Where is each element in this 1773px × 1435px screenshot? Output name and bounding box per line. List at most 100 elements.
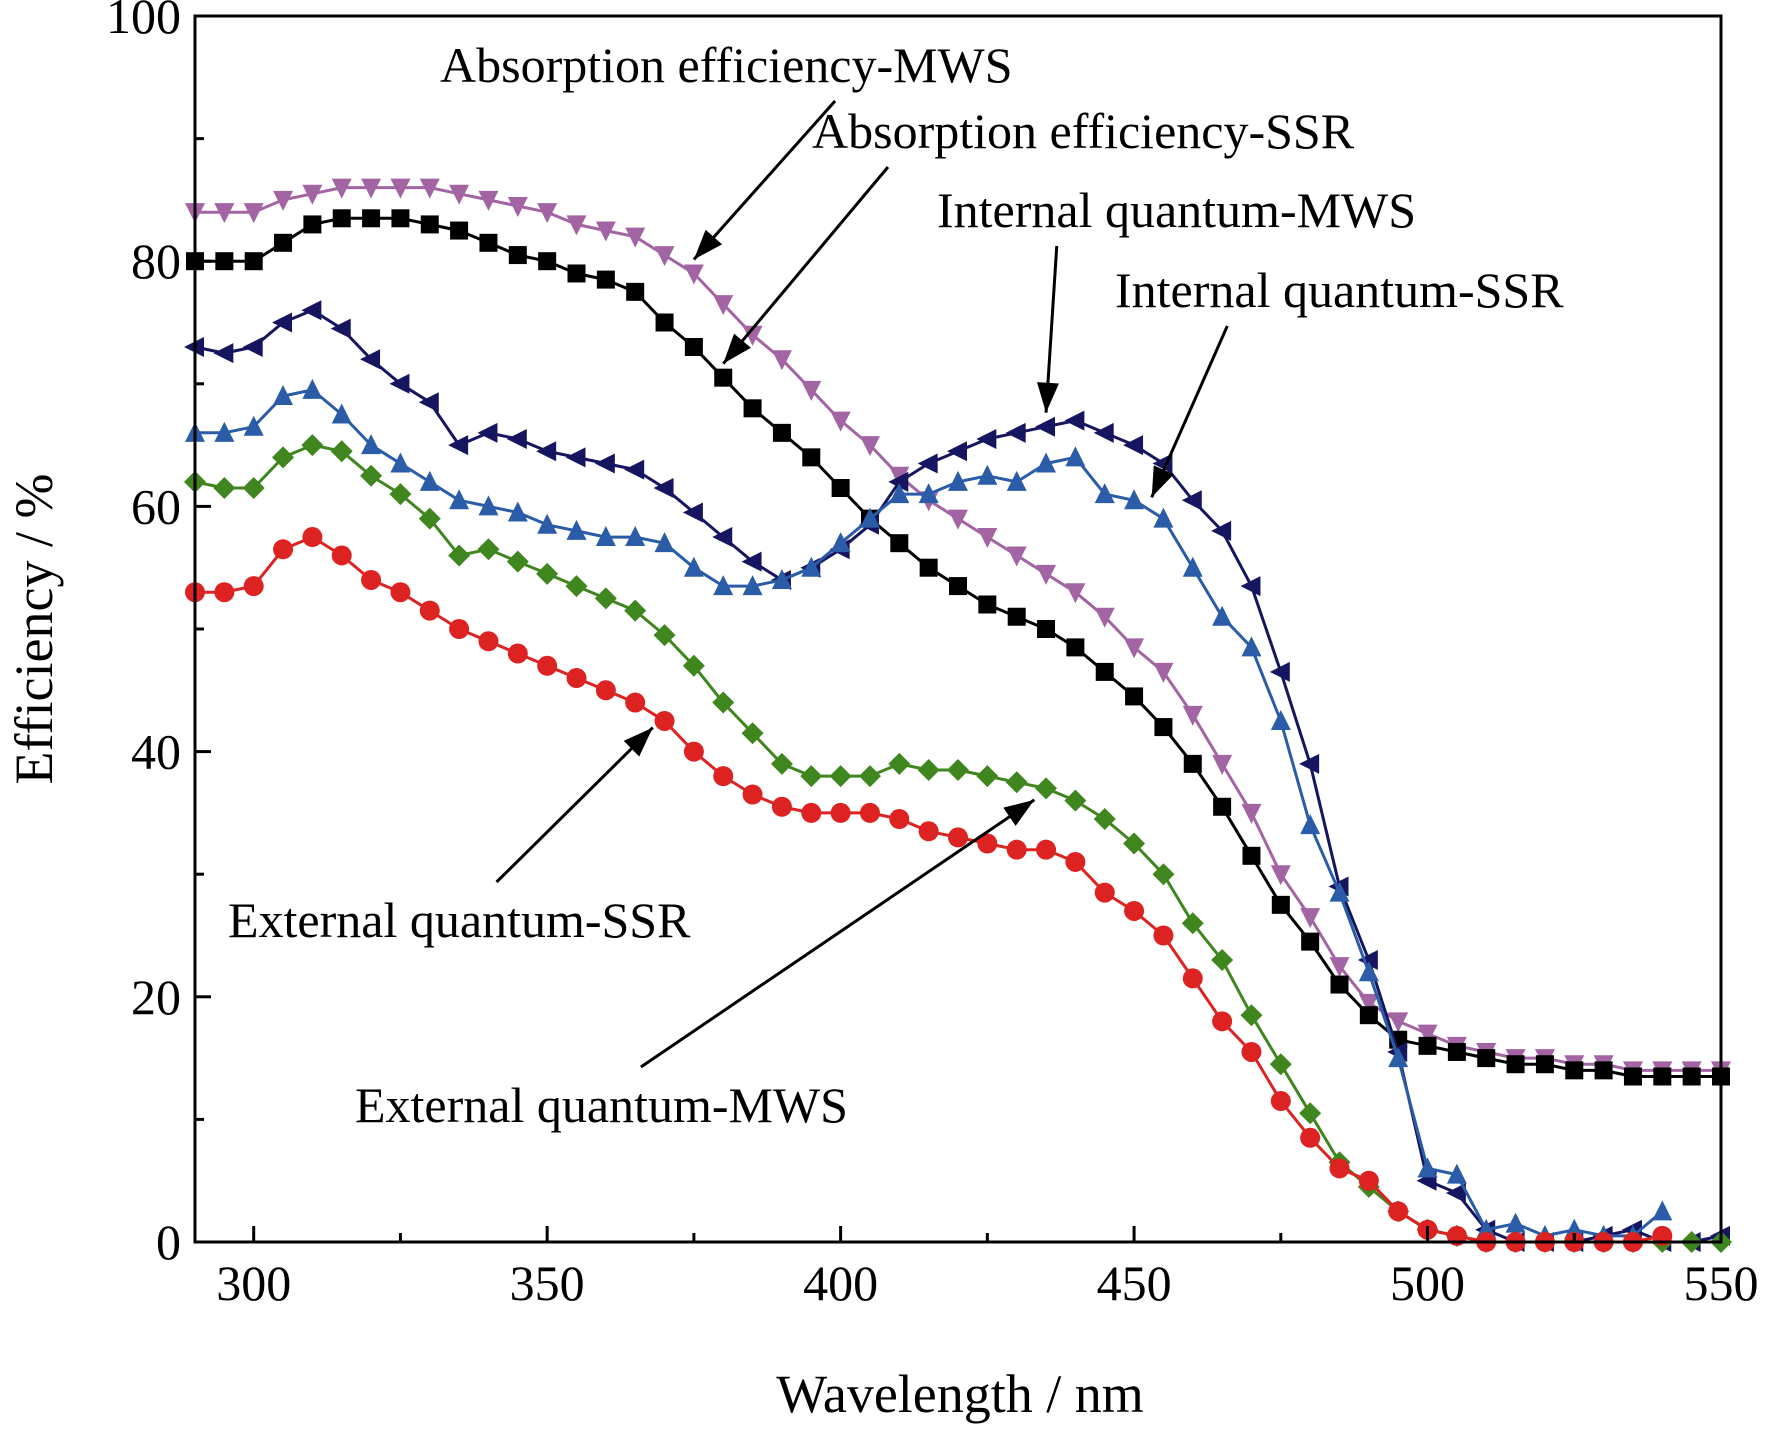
data-point	[1329, 957, 1350, 978]
data-point	[1124, 638, 1145, 659]
annotation-absorption-mws: Absorption efficiency-MWS	[440, 37, 1013, 93]
data-point	[1269, 1053, 1292, 1076]
data-point	[948, 827, 968, 848]
data-point	[390, 178, 411, 199]
y-tick-label: 60	[131, 478, 181, 534]
data-point	[771, 350, 792, 371]
data-point	[301, 434, 324, 457]
data-point	[301, 300, 322, 321]
data-point	[360, 464, 383, 487]
data-point	[1271, 895, 1290, 914]
data-point	[1445, 1182, 1466, 1203]
data-point	[477, 422, 498, 443]
x-tick-label: 450	[1097, 1255, 1172, 1311]
data-point	[1182, 556, 1203, 577]
data-point	[1299, 753, 1320, 774]
data-point	[1037, 620, 1056, 638]
data-point	[1388, 1047, 1409, 1068]
data-point	[859, 802, 880, 823]
data-point	[1183, 754, 1202, 773]
data-point	[390, 582, 411, 603]
data-point	[743, 399, 762, 418]
axis-ticks: 300 350 400 450 500 550 0 20 40 60 80 100	[106, 0, 1759, 1311]
data-point	[595, 526, 616, 547]
annotation-arrow-head	[723, 333, 751, 364]
data-point	[1358, 993, 1379, 1014]
data-point	[243, 576, 264, 597]
data-point	[565, 575, 588, 598]
data-point	[507, 197, 528, 218]
data-point	[1388, 1201, 1409, 1222]
data-point	[1505, 1212, 1526, 1233]
annotation-arrow-head	[1151, 465, 1174, 498]
x-tick-label: 300	[216, 1255, 291, 1311]
data-point	[1006, 839, 1027, 860]
data-point	[449, 184, 470, 205]
data-point	[450, 221, 469, 240]
data-point	[714, 368, 733, 387]
annotation-internal-mws: Internal quantum-MWS	[937, 182, 1416, 238]
data-point	[565, 447, 586, 468]
y-tick-label: 80	[131, 233, 181, 289]
data-point	[243, 415, 264, 436]
data-point	[596, 270, 615, 289]
data-point	[419, 470, 440, 491]
data-point	[770, 752, 793, 775]
data-point	[1241, 1041, 1262, 1062]
data-point	[595, 680, 616, 701]
annotation-arrow-head	[693, 229, 723, 260]
data-point	[626, 282, 645, 301]
annotation-external-ssr: External quantum-SSR	[228, 892, 691, 948]
data-point	[420, 215, 439, 234]
data-point	[1269, 661, 1290, 682]
data-point	[1123, 435, 1144, 456]
data-point	[1094, 483, 1115, 504]
data-point	[1066, 638, 1085, 657]
data-point	[1623, 1067, 1642, 1086]
data-point	[801, 802, 822, 823]
data-point	[1182, 968, 1203, 989]
data-point	[1005, 422, 1026, 443]
data-point	[653, 624, 676, 647]
data-point	[360, 349, 381, 370]
data-point	[1036, 452, 1057, 473]
data-point	[567, 264, 586, 283]
data-point	[361, 178, 382, 199]
data-point	[1181, 490, 1202, 511]
data-point	[213, 477, 236, 500]
annotation-texts: Absorption efficiency-MWS Absorption eff…	[228, 37, 1564, 1133]
data-point	[361, 569, 382, 590]
data-point	[330, 440, 353, 463]
data-point	[594, 453, 615, 474]
data-point	[214, 582, 235, 603]
data-point	[1477, 1049, 1496, 1068]
data-point	[478, 495, 499, 516]
data-point	[1682, 1067, 1701, 1086]
data-point	[948, 509, 968, 530]
data-point	[830, 411, 851, 432]
data-point	[977, 833, 998, 854]
annotation-arrow-shaft	[640, 798, 1036, 1069]
data-point	[419, 178, 440, 199]
data-point	[830, 532, 851, 553]
data-point	[214, 421, 235, 442]
annotation-arrow-shaft	[495, 726, 654, 884]
data-point	[478, 631, 499, 652]
data-point	[362, 209, 381, 228]
data-point	[654, 532, 675, 553]
data-point	[302, 184, 323, 205]
data-point	[624, 459, 645, 480]
data-point	[1181, 912, 1204, 935]
annotation-external-mws: External quantum-MWS	[355, 1077, 848, 1133]
data-point	[978, 595, 997, 614]
data-point	[273, 539, 294, 560]
data-point	[654, 710, 675, 731]
data-point	[1006, 546, 1027, 567]
data-point	[948, 470, 968, 491]
data-point	[1005, 771, 1028, 794]
data-point	[273, 190, 294, 211]
data-point	[1329, 881, 1350, 902]
data-point	[741, 722, 764, 745]
y-tick-label: 0	[156, 1214, 181, 1270]
